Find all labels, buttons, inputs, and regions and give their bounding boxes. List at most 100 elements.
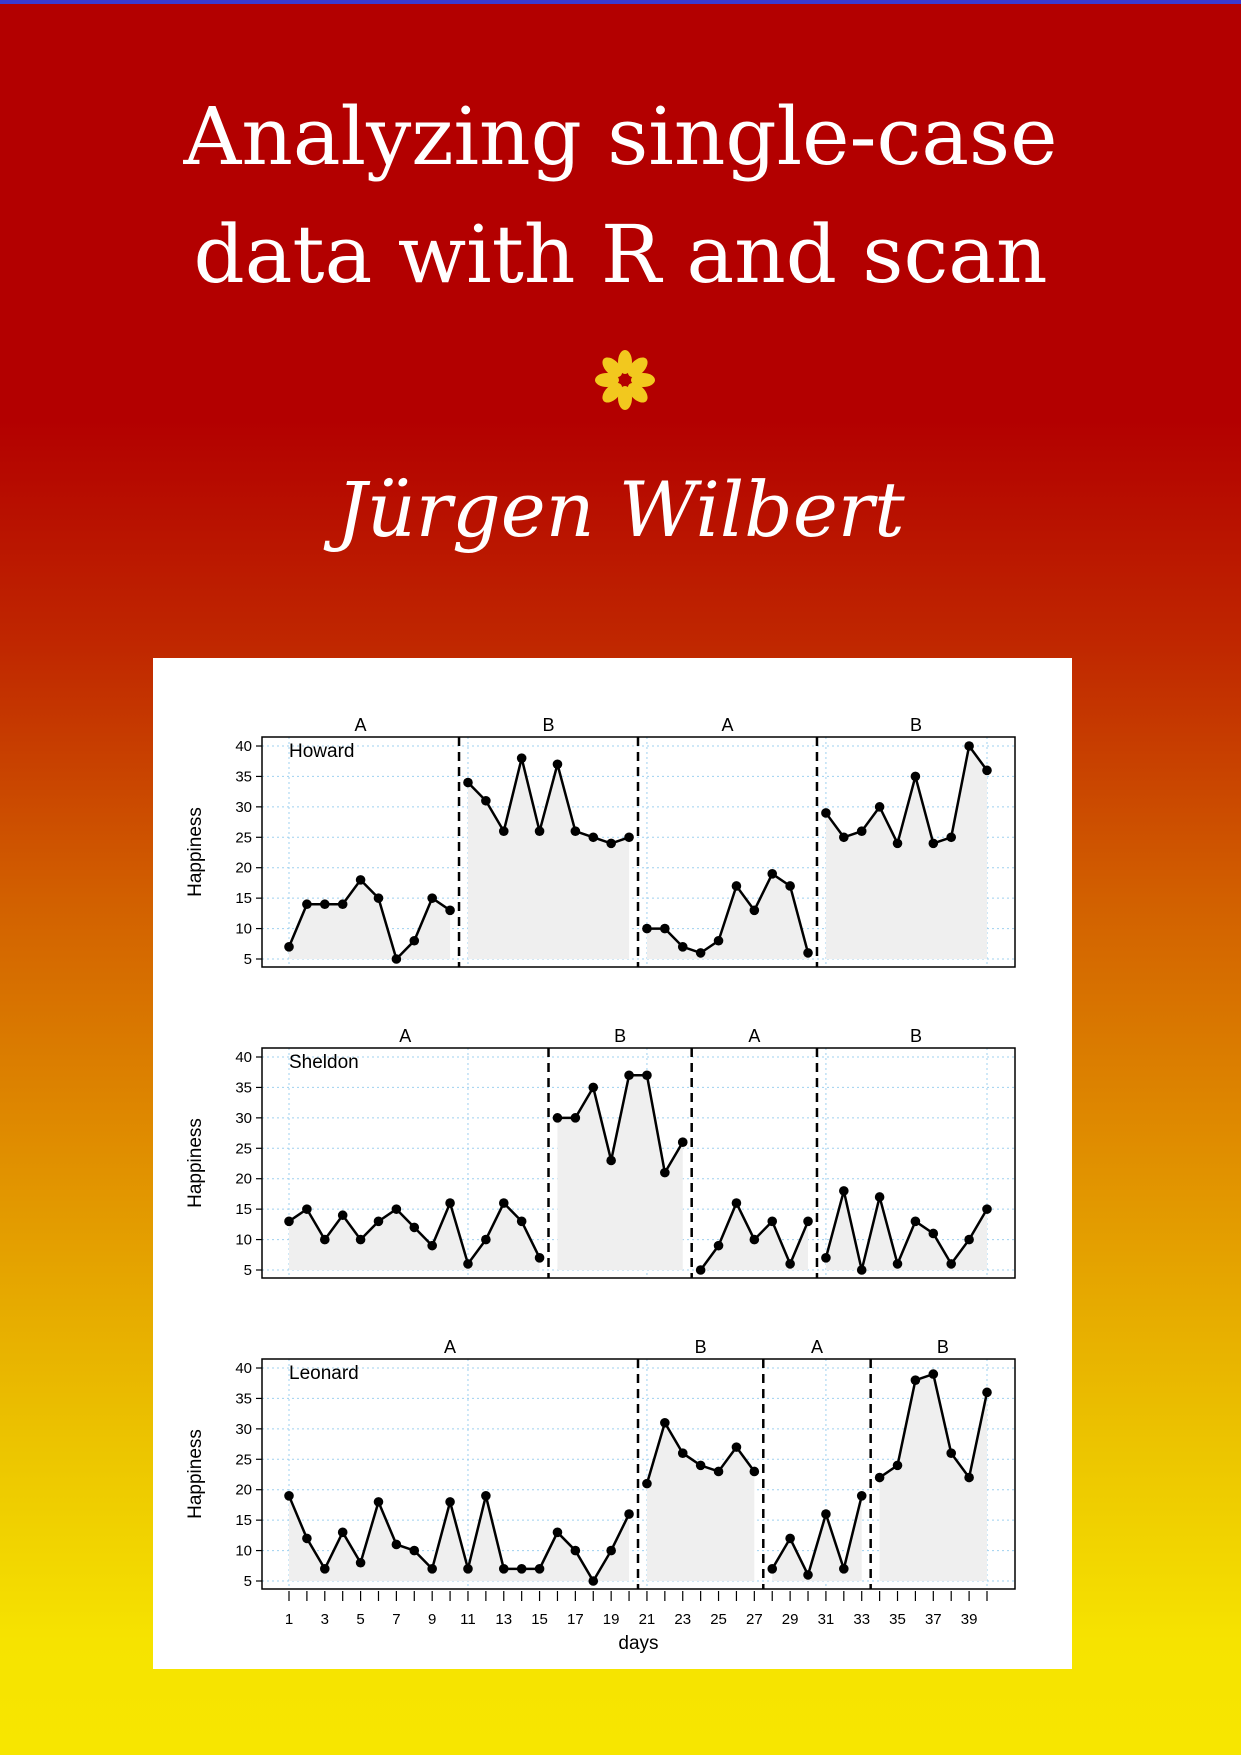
phase-label: A	[399, 1026, 411, 1046]
data-point	[606, 1545, 616, 1556]
series-line	[824, 1190, 989, 1271]
data-point	[570, 826, 581, 836]
phase-area	[700, 1203, 809, 1270]
case-panel-leonard: A B A B Leonard 5 10 15 20 25 30 35 40 Happiness	[185, 1337, 1016, 1590]
case-name-label: Howard	[289, 741, 354, 762]
data-point	[677, 942, 688, 952]
data-point	[337, 1527, 348, 1538]
case-name-label: Leonard	[289, 1363, 359, 1384]
x-tick-label: 27	[746, 1611, 763, 1628]
data-point	[964, 741, 974, 751]
data-point	[552, 1527, 563, 1538]
data-point	[284, 1491, 294, 1501]
data-point	[373, 893, 384, 903]
data-point	[856, 1265, 867, 1275]
data-point	[821, 1253, 831, 1263]
data-point	[445, 1497, 455, 1507]
data-point	[481, 1234, 491, 1245]
ornament-petal	[618, 350, 632, 374]
data-point	[946, 1448, 957, 1458]
phase-label: B	[543, 715, 555, 735]
phase-label: B	[695, 1337, 707, 1357]
y-tick-label: 30	[235, 1110, 252, 1127]
series-line	[824, 742, 989, 847]
data-point	[319, 1234, 330, 1245]
data-point	[982, 765, 992, 776]
data-point	[785, 1259, 795, 1269]
data-point	[839, 1564, 849, 1574]
data-point	[355, 1557, 366, 1568]
x-tick-label: 15	[531, 1611, 548, 1628]
phase-area	[289, 879, 451, 959]
x-tick-label: 37	[925, 1611, 942, 1628]
y-tick-label: 15	[235, 1201, 252, 1218]
y-tick-label: 40	[235, 1360, 252, 1377]
data-point	[427, 1564, 437, 1574]
data-point	[481, 1491, 491, 1501]
phase-label: B	[910, 715, 922, 735]
y-tick-label: 5	[244, 951, 252, 968]
x-tick-label: 7	[392, 1611, 400, 1628]
data-point	[498, 826, 509, 836]
data-point	[463, 1564, 473, 1574]
ornament-petal	[602, 357, 623, 378]
y-tick-label: 10	[235, 1543, 252, 1560]
data-point	[319, 1564, 330, 1574]
data-point	[946, 1259, 957, 1269]
x-tick-label: 29	[782, 1611, 799, 1628]
data-point	[624, 1509, 634, 1519]
phase-area	[825, 1190, 987, 1270]
data-point	[785, 881, 795, 891]
data-point	[803, 1216, 813, 1227]
data-point	[803, 1570, 813, 1580]
series-line	[646, 871, 810, 955]
phase-label: A	[355, 715, 367, 735]
data-point	[964, 1472, 974, 1483]
data-point	[606, 1155, 616, 1166]
phase-area	[646, 1422, 755, 1581]
data-point	[588, 1576, 599, 1586]
x-tick-label: 35	[889, 1611, 906, 1628]
data-point	[284, 1216, 294, 1227]
data-point	[355, 1234, 366, 1245]
data-point	[821, 1509, 831, 1519]
x-tick-label: 17	[567, 1611, 584, 1628]
x-tick-label: 31	[818, 1611, 835, 1628]
data-point	[624, 1070, 634, 1081]
book-title: Analyzing single-case data with R and sc…	[0, 78, 1241, 314]
data-point	[874, 802, 885, 812]
data-point	[660, 1417, 670, 1428]
series-line	[557, 1074, 684, 1177]
x-tick-label: 1	[285, 1611, 293, 1628]
data-point	[910, 771, 921, 782]
data-point	[588, 832, 599, 843]
data-point	[337, 1210, 348, 1221]
data-point	[749, 905, 760, 916]
book-author: Jürgen Wilbert	[336, 465, 905, 554]
data-point	[302, 899, 312, 910]
asterisk-flower-icon	[595, 350, 655, 410]
cover-figure: A B A B Howard 5 10 15 20 25 30 35 40 Happiness A B A B Sh…	[153, 658, 1072, 1669]
book-title-line-1: Analyzing single-case	[183, 90, 1058, 183]
data-point	[534, 826, 545, 836]
data-point	[481, 795, 491, 806]
y-tick-label: 20	[235, 860, 252, 877]
data-point	[964, 1234, 974, 1245]
data-point	[391, 954, 402, 964]
data-point	[695, 1460, 706, 1471]
data-point	[767, 1564, 778, 1574]
phase-label: B	[614, 1026, 626, 1046]
phase-area	[557, 1075, 683, 1270]
case-panel-sheldon: A B A B Sheldon 5 10 15 20 25 30 35 40 Happiness	[185, 1026, 1016, 1279]
data-point	[767, 1216, 778, 1227]
x-tick-label: 23	[674, 1611, 691, 1628]
data-point	[856, 1491, 867, 1501]
data-point	[302, 1533, 312, 1544]
x-tick-label: 25	[710, 1611, 727, 1628]
x-tick-label: 13	[495, 1611, 512, 1628]
data-point	[498, 1564, 509, 1574]
phase-label: A	[748, 1026, 760, 1046]
data-point	[642, 1070, 652, 1081]
data-point	[982, 1204, 992, 1214]
